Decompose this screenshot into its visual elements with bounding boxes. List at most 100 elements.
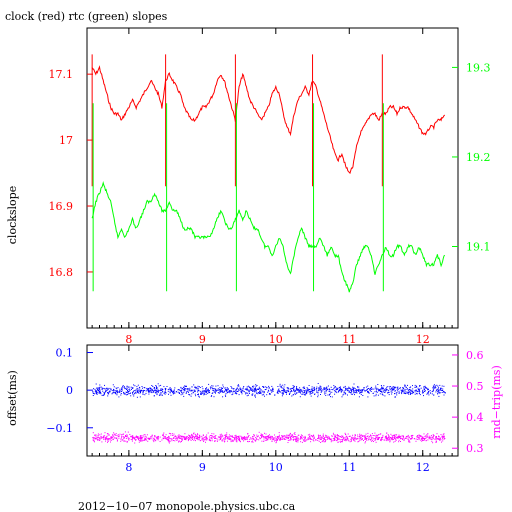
scatter-point xyxy=(252,438,254,440)
scatter-point xyxy=(255,439,257,441)
scatter-point xyxy=(334,438,335,440)
scatter-point xyxy=(300,441,302,443)
scatter-point xyxy=(395,392,397,394)
scatter-point xyxy=(257,392,259,393)
scatter-point xyxy=(353,437,355,439)
scatter-point xyxy=(237,438,239,440)
scatter-point xyxy=(100,438,102,440)
scatter-point xyxy=(271,389,273,391)
scatter-point xyxy=(291,395,293,397)
scatter-point xyxy=(334,437,336,439)
scatter-point xyxy=(419,437,421,439)
scatter-point xyxy=(304,392,306,393)
scatter-point xyxy=(338,390,340,391)
scatter-point xyxy=(236,387,238,389)
scatter-point xyxy=(105,437,107,439)
scatter-point xyxy=(287,388,289,390)
scatter-point xyxy=(254,387,256,389)
scatter-point xyxy=(137,384,139,386)
scatter-point xyxy=(389,437,391,439)
scatter-point xyxy=(341,396,343,398)
scatter-point xyxy=(256,385,258,386)
scatter-point xyxy=(162,433,164,435)
scatter-point xyxy=(188,439,189,440)
scatter-point xyxy=(395,436,397,438)
scatter-point xyxy=(163,435,164,437)
scatter-point xyxy=(183,436,185,438)
scatter-point xyxy=(369,434,371,436)
scatter-point xyxy=(156,390,158,392)
scatter-point xyxy=(141,390,143,392)
scatter-point xyxy=(234,438,235,440)
scatter-point xyxy=(326,435,328,437)
scatter-point xyxy=(171,391,173,393)
scatter-point xyxy=(96,393,98,395)
scatter-point xyxy=(424,438,426,440)
scatter-point xyxy=(191,434,193,436)
scatter-point xyxy=(294,391,296,393)
scatter-point xyxy=(235,436,237,438)
scatter-point xyxy=(386,440,388,442)
scatter-point xyxy=(324,393,326,395)
y-left-tick-label: 16.9 xyxy=(49,200,74,213)
scatter-point xyxy=(176,437,178,439)
scatter-point xyxy=(93,436,95,438)
scatter-point xyxy=(417,436,419,438)
scatter-point xyxy=(189,435,191,437)
scatter-point xyxy=(377,437,379,439)
scatter-point xyxy=(96,392,98,394)
scatter-point xyxy=(414,384,416,386)
scatter-point xyxy=(219,387,221,389)
scatter-point xyxy=(408,441,410,443)
scatter-point xyxy=(228,434,230,436)
scatter-point xyxy=(131,388,132,390)
scatter-point xyxy=(392,389,394,391)
scatter-point xyxy=(209,386,211,388)
scatter-point xyxy=(196,438,197,440)
scatter-point xyxy=(406,392,408,394)
scatter-point xyxy=(375,438,377,440)
scatter-point xyxy=(281,387,283,389)
scatter-point xyxy=(167,440,169,442)
scatter-point xyxy=(104,435,106,437)
scatter-point xyxy=(221,440,223,442)
scatter-point xyxy=(195,440,196,442)
scatter-point xyxy=(441,389,442,391)
scatter-point xyxy=(257,393,259,395)
scatter-point xyxy=(226,392,228,394)
scatter-point xyxy=(353,439,355,441)
scatter-point xyxy=(418,389,420,391)
scatter-point xyxy=(393,438,394,440)
scatter-point xyxy=(416,386,418,388)
scatter-point xyxy=(169,391,171,393)
scatter-point xyxy=(280,391,282,393)
scatter-point xyxy=(436,389,438,391)
scatter-point xyxy=(148,391,150,393)
scatter-point xyxy=(151,434,153,436)
scatter-point xyxy=(345,438,346,440)
scatter-point xyxy=(156,393,158,395)
scatter-point xyxy=(437,438,439,440)
scatter-point xyxy=(123,393,125,394)
scatter-point xyxy=(443,435,445,437)
scatter-point xyxy=(240,435,242,437)
scatter-point xyxy=(237,436,239,438)
scatter-point xyxy=(299,391,301,393)
scatter-point xyxy=(135,439,137,441)
scatter-point xyxy=(263,436,265,438)
scatter-point xyxy=(387,439,389,441)
scatter-point xyxy=(375,434,377,436)
plot-frame xyxy=(86,27,459,329)
scatter-point xyxy=(296,436,298,438)
scatter-point xyxy=(109,390,111,392)
scatter-point xyxy=(318,387,320,389)
scatter-point xyxy=(147,388,149,390)
scatter-point xyxy=(142,439,144,441)
scatter-point xyxy=(395,434,397,436)
scatter-point xyxy=(219,389,221,391)
scatter-point xyxy=(334,389,336,391)
scatter-point xyxy=(364,390,366,392)
scatter-point xyxy=(246,438,248,440)
scatter-point xyxy=(192,392,194,394)
scatter-point xyxy=(384,439,386,441)
